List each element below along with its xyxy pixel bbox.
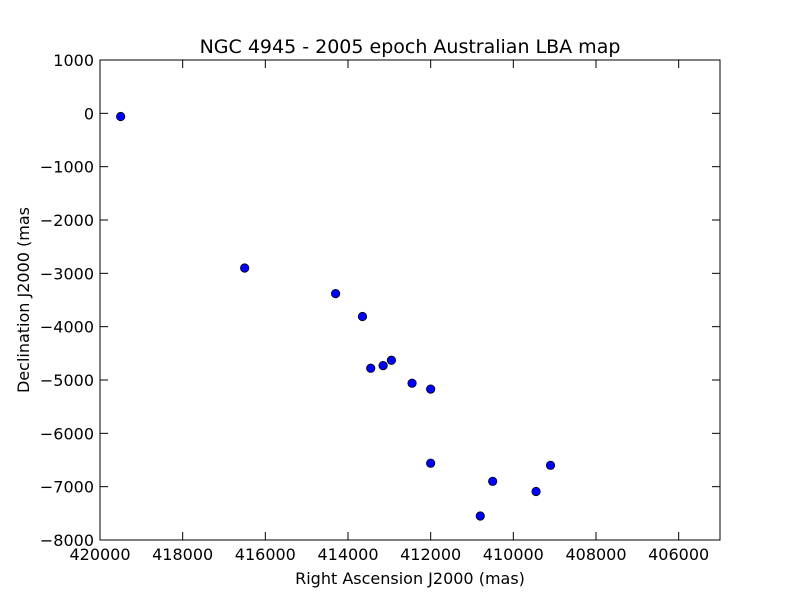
data-point-12 (531, 486, 541, 497)
y-tick-label: −6000 (40, 424, 94, 443)
data-point-4 (366, 363, 376, 373)
x-tick-label: 416000 (235, 545, 296, 564)
y-tick-label: −7000 (40, 478, 94, 497)
data-point-0 (116, 111, 126, 122)
y-tick-label: −5000 (40, 371, 94, 390)
y-tick-label: −8000 (40, 531, 94, 550)
data-point-6 (386, 355, 396, 365)
x-tick-label: 406000 (648, 545, 709, 564)
data-point-1 (240, 263, 250, 273)
data-point-8 (426, 384, 436, 394)
chart-title: NGC 4945 - 2005 epoch Australian LBA map (200, 36, 621, 58)
x-tick-label: 418000 (152, 545, 213, 564)
data-point-2 (330, 288, 341, 299)
y-axis-label: Declination J2000 (mas (14, 207, 33, 393)
plot-frame (99, 59, 721, 541)
x-tick-label: 420000 (69, 545, 130, 564)
data-point-13 (545, 460, 556, 470)
data-point-9 (426, 458, 436, 468)
data-point-3 (357, 311, 368, 322)
y-tick-label: 1000 (53, 51, 94, 70)
x-tick-label: 412000 (400, 545, 461, 564)
data-point-7 (407, 378, 417, 388)
data-point-11 (475, 511, 485, 521)
x-axis-ticks: 420000 418000 416000 414000 412000 410000 4080… (69, 60, 709, 564)
y-axis-ticks: 1000 0 −1000 −2000 −3000 −4000 −5000 −6000 −7000… (40, 51, 720, 550)
x-axis-label: Right Ascension J2000 (mas) (295, 569, 525, 588)
y-tick-label: −4000 (40, 318, 94, 337)
x-tick-label: 414000 (317, 545, 378, 564)
data-point-10 (488, 476, 498, 486)
x-tick-label: 408000 (565, 545, 626, 564)
data-point-5 (378, 360, 388, 371)
data-points (116, 111, 556, 521)
y-tick-label: −1000 (40, 158, 94, 177)
y-tick-label: −3000 (40, 264, 94, 283)
y-tick-label: −2000 (40, 211, 94, 230)
x-tick-label: 410000 (483, 545, 544, 564)
y-tick-label: 0 (84, 104, 94, 123)
